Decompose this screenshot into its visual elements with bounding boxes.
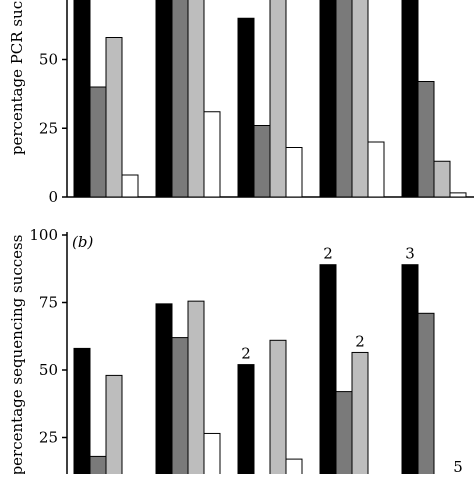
- panel-a-bar-g2-s1: [155, 0, 173, 198]
- panel-b-annotation-1: 2: [241, 345, 251, 363]
- panel-b-bar-g2-s1: [155, 303, 173, 477]
- panel-a-bar-g1-s3: [105, 37, 123, 198]
- panel-a-tick-label-25: 25: [39, 119, 58, 137]
- panel-b-tick-label-25: 25: [39, 429, 58, 447]
- panel-b-bar-g4-s2: [335, 391, 353, 477]
- panel-a-bar-g3-s1: [237, 17, 255, 198]
- panel-b-bar-g1-s3: [105, 374, 123, 477]
- panel-a-bar-g2-s4: [203, 111, 221, 198]
- panel-a-bar-g5-s2: [417, 81, 435, 198]
- panel-a-bar-g2-s2: [171, 0, 189, 198]
- chart-marks: 0 25 50 25 50 75 100 2 2 2 3 5: [29, 0, 467, 477]
- panel-b-bar-g2-s4: [203, 432, 221, 477]
- panel-b-bar-g5-s2: [417, 312, 435, 477]
- panel-b-label: (b): [72, 233, 93, 251]
- panel-a-tick-label-0: 0: [48, 188, 58, 206]
- panel-a-bar-g3-s4: [285, 147, 303, 198]
- panel-a-bar-g2-s3: [187, 0, 205, 198]
- panel-b-bar-g4-s1: [319, 264, 337, 477]
- panel-a-y-axis-label: percentage PCR suc: [8, 1, 26, 155]
- panel-b-bar-g3-s4: [285, 458, 303, 477]
- panel-a-bar-g5-s1: [401, 0, 419, 198]
- panel-b-annotation-2: 2: [323, 245, 333, 263]
- panel-a-bar-g4-s2: [335, 0, 353, 198]
- panel-a-bar-g1-s1: [73, 0, 91, 198]
- panel-b-annotation-4: 3: [405, 245, 415, 263]
- panel-a-bar-g1-s4: [121, 174, 139, 198]
- panel-a-bar-g4-s3: [351, 0, 369, 198]
- panel-b-annotation-5: 5: [453, 458, 463, 474]
- panel-b-tick-label-100: 100: [29, 226, 58, 244]
- panel-a-tick-label-50: 50: [39, 51, 58, 69]
- panel-b-bar-g3-s3: [269, 339, 287, 477]
- panel-a-bar-g4-s1: [319, 0, 337, 198]
- panel-b-bar-g2-s2: [171, 337, 189, 477]
- panel-a-bar-g3-s3: [269, 0, 287, 198]
- panel-b-tick-label-50: 50: [39, 361, 58, 379]
- panel-a-bar-g1-s2: [89, 86, 107, 198]
- panel-b-bar-g4-s3: [351, 351, 369, 477]
- panel-b-bar-g2-s3: [187, 300, 205, 477]
- panel-a-bar-g5-s3: [433, 160, 451, 198]
- panel-b-tick-label-75: 75: [39, 294, 58, 312]
- panel-b-bar-g1-s1: [73, 347, 91, 477]
- panel-b-bar-g5-s1: [401, 264, 419, 477]
- panel-b-y-axis-label: percentage sequencing success: [8, 235, 26, 474]
- panel-b-bar-g1-s2: [89, 455, 107, 477]
- panel-a-bar-g4-s4: [367, 141, 385, 198]
- panel-a-bar-g3-s2: [253, 125, 271, 198]
- panel-b-bar-g3-s1: [237, 364, 255, 477]
- panel-a-bar-g5-s4: [449, 192, 467, 198]
- panel-b-annotation-3: 2: [355, 332, 365, 350]
